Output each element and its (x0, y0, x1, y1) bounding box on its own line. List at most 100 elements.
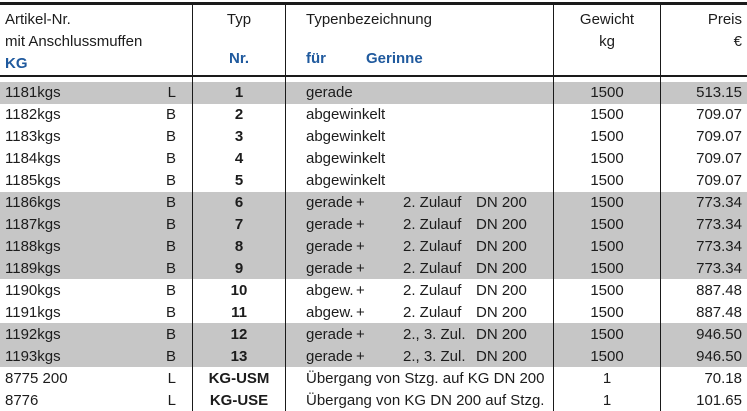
preis-value: 709.07 (660, 169, 747, 192)
header-preis-label: Preis (707, 11, 742, 28)
header-typ-label: Typ (226, 11, 252, 28)
anschluss-letter: B (165, 238, 176, 256)
bez-dn: DN 200 (476, 194, 527, 212)
header-preis-unit: € (733, 33, 742, 50)
table-row: 1192kgs B 12 gerade +2., 3. Zul. DN 200 15… (0, 323, 747, 346)
typenbezeichnung-cell: gerade +2. Zulauf DN 200 (285, 235, 553, 258)
gewicht-value: 1500 (553, 345, 660, 368)
gewicht-value: 1 (553, 389, 660, 411)
artikel-nr: 1187kgs (5, 216, 61, 234)
bez-form: gerade (306, 194, 353, 212)
header-sub-fuer: für (306, 50, 326, 67)
typ-nr: 1 (192, 82, 285, 104)
artikel-cell: 1188kgs B (0, 236, 192, 258)
preis-value: 101.65 (660, 389, 747, 411)
table-row: 8776 L KG-USE Übergang von KG DN 200 auf… (0, 389, 747, 411)
bez-plus: + (356, 216, 365, 234)
preis-value: 773.34 (660, 257, 747, 280)
artikel-cell: 1183kgs B (0, 126, 192, 148)
preis-value: 773.34 (660, 213, 747, 236)
anschluss-letter: L (167, 369, 176, 387)
gewicht-value: 1500 (553, 235, 660, 258)
bez-dn: DN 200 (476, 325, 527, 343)
table-row: 1186kgs B 6 gerade +2. Zulauf DN 200 1500 … (0, 191, 747, 214)
table-row: 1187kgs B 7 gerade +2. Zulauf DN 200 1500 … (0, 213, 747, 236)
gewicht-value: 1500 (553, 82, 660, 104)
typenbezeichnung-cell: gerade +2., 3. Zul. DN 200 (285, 323, 553, 346)
artikel-cell: 1191kgs B (0, 301, 192, 323)
bez-form: gerade (306, 347, 353, 365)
artikel-cell: 1186kgs B (0, 192, 192, 214)
bez-dn: DN 200 (476, 303, 527, 321)
gewicht-value: 1500 (553, 169, 660, 192)
anschluss-letter: B (165, 281, 176, 299)
typenbezeichnung-cell: Übergang von KG DN 200 auf Stzg. (285, 389, 553, 411)
table-row: 1189kgs B 9 gerade +2. Zulauf DN 200 1500 … (0, 257, 747, 280)
bez-zulauf: 2. Zulauf (403, 303, 462, 321)
gewicht-value: 1 (553, 367, 660, 390)
artikel-nr: 1186kgs (5, 194, 61, 212)
typenbezeichnung-cell: gerade +2. Zulauf DN 200 (285, 213, 553, 236)
typ-nr: 9 (192, 257, 285, 280)
gewicht-value: 1500 (553, 323, 660, 346)
preis-value: 709.07 (660, 147, 747, 170)
bez-plus: + (356, 238, 365, 256)
table-row: 1182kgs B 2 abgewinkelt 1500 709.07 (0, 103, 747, 126)
artikel-cell: 1193kgs B (0, 345, 192, 367)
table-row: 1188kgs B 8 gerade +2. Zulauf DN 200 1500 … (0, 235, 747, 258)
artikel-cell: 8776 L (0, 389, 192, 411)
typ-nr: 2 (192, 103, 285, 126)
bez-dn: DN 200 (476, 347, 527, 365)
bez-plus: + (356, 347, 365, 365)
typenbezeichnung-cell: gerade +2. Zulauf DN 200 (285, 191, 553, 214)
anschluss-letter: B (165, 150, 176, 168)
artikel-nr: 1182kgs (5, 106, 61, 124)
anschluss-letter: B (165, 172, 176, 190)
gewicht-value: 1500 (553, 103, 660, 126)
preis-value: 773.34 (660, 235, 747, 258)
artikel-cell: 1185kgs B (0, 170, 192, 192)
header-gewicht-unit: kg (599, 33, 615, 50)
anschluss-letter: B (165, 259, 176, 277)
bez-zulauf: 2. Zulauf (403, 281, 462, 299)
bez-zulauf: 2., 3. Zul. (403, 347, 466, 365)
bez-text: abgewinkelt (306, 172, 386, 190)
table-row: 1190kgs B 10 abgew. +2. Zulauf DN 200 1500… (0, 279, 747, 302)
artikel-nr: 8775 200 (5, 369, 68, 387)
artikel-cell: 1190kgs B (0, 279, 192, 301)
artikel-nr: 1189kgs (5, 259, 61, 277)
table-row: 8775 200 L KG-USM Übergang von Stzg. auf… (0, 367, 747, 390)
artikel-nr: 1188kgs (5, 238, 61, 256)
header-preis: Preis € (660, 5, 747, 75)
artikel-cell: 1187kgs B (0, 214, 192, 236)
artikel-nr: 1192kgs (5, 325, 61, 343)
anschluss-letter: B (165, 194, 176, 212)
bez-text: abgewinkelt (306, 106, 386, 124)
typ-nr: 12 (192, 323, 285, 346)
header-gewicht: Gewicht kg (553, 5, 660, 75)
bez-zulauf: 2. Zulauf (403, 216, 462, 234)
bez-plus: + (356, 281, 365, 299)
artikel-nr: 8776 (5, 391, 39, 409)
typ-nr: KG-USE (192, 389, 285, 411)
anschluss-letter: B (165, 128, 176, 146)
artikel-nr: 1185kgs (5, 172, 61, 190)
bez-zulauf: 2. Zulauf (403, 194, 462, 212)
typ-nr: KG-USM (192, 367, 285, 390)
anschluss-letter: B (165, 347, 176, 365)
bez-text: gerade (306, 84, 353, 102)
bez-zulauf: 2. Zulauf (403, 238, 462, 256)
artikel-nr: 1190kgs (5, 281, 61, 299)
artikel-cell: 1189kgs B (0, 258, 192, 280)
typ-nr: 11 (192, 301, 285, 324)
table-row: 1183kgs B 3 abgewinkelt 1500 709.07 (0, 125, 747, 148)
anschluss-letter: B (165, 325, 176, 343)
preis-value: 946.50 (660, 345, 747, 368)
typenbezeichnung-cell: abgew. +2. Zulauf DN 200 (285, 301, 553, 324)
artikel-nr: 1193kgs (5, 347, 61, 365)
gewicht-value: 1500 (553, 213, 660, 236)
typenbezeichnung-cell: Übergang von Stzg. auf KG DN 200 (285, 367, 553, 390)
gewicht-value: 1500 (553, 125, 660, 148)
typenbezeichnung-cell: abgew. +2. Zulauf DN 200 (285, 279, 553, 302)
typenbezeichnung-cell: abgewinkelt (285, 125, 553, 148)
